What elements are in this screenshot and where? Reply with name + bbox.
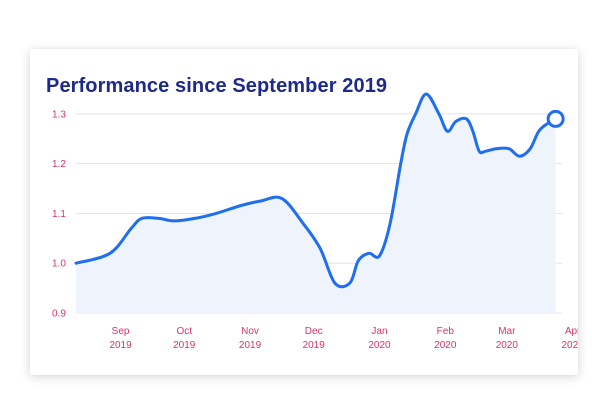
x-tick-month: Mar: [498, 326, 516, 337]
x-tick-year: 2020: [434, 340, 457, 351]
x-tick-year: 2020: [496, 340, 519, 351]
area-fill: [76, 94, 556, 313]
y-tick-label: 0.9: [52, 309, 66, 320]
y-tick-label: 1.1: [52, 209, 66, 220]
performance-chart: 0.9 1.0 1.1 1.2 1.3 Sep 2019 Oct 2019 Nov 2019 Dec…: [52, 92, 578, 351]
x-tick-month: Feb: [437, 326, 455, 337]
x-tick-year: 2020: [561, 340, 578, 351]
x-tick-year: 2019: [173, 340, 196, 351]
y-tick-label: 1.3: [52, 109, 66, 120]
y-tick-label: 1.2: [52, 159, 66, 170]
x-tick-year: 2019: [109, 340, 132, 351]
chart-title: Performance since September 2019: [46, 75, 388, 97]
x-tick-month: Apr: [565, 326, 578, 337]
x-tick-year: 2019: [303, 340, 326, 351]
chart-card: Performance since September 2019 0.9 1.0 1…: [30, 49, 578, 375]
x-tick-year: 2020: [368, 340, 391, 351]
x-tick-month: Sep: [112, 326, 130, 337]
x-tick-month: Dec: [305, 326, 323, 337]
x-tick-year: 2019: [239, 340, 262, 351]
performance-line: [74, 92, 558, 289]
x-tick-month: Jan: [371, 326, 387, 337]
x-tick-month: Nov: [241, 326, 259, 337]
latest-value-marker[interactable]: [546, 109, 565, 128]
y-tick-label: 1.0: [52, 259, 66, 270]
x-tick-month: Oct: [176, 326, 192, 337]
